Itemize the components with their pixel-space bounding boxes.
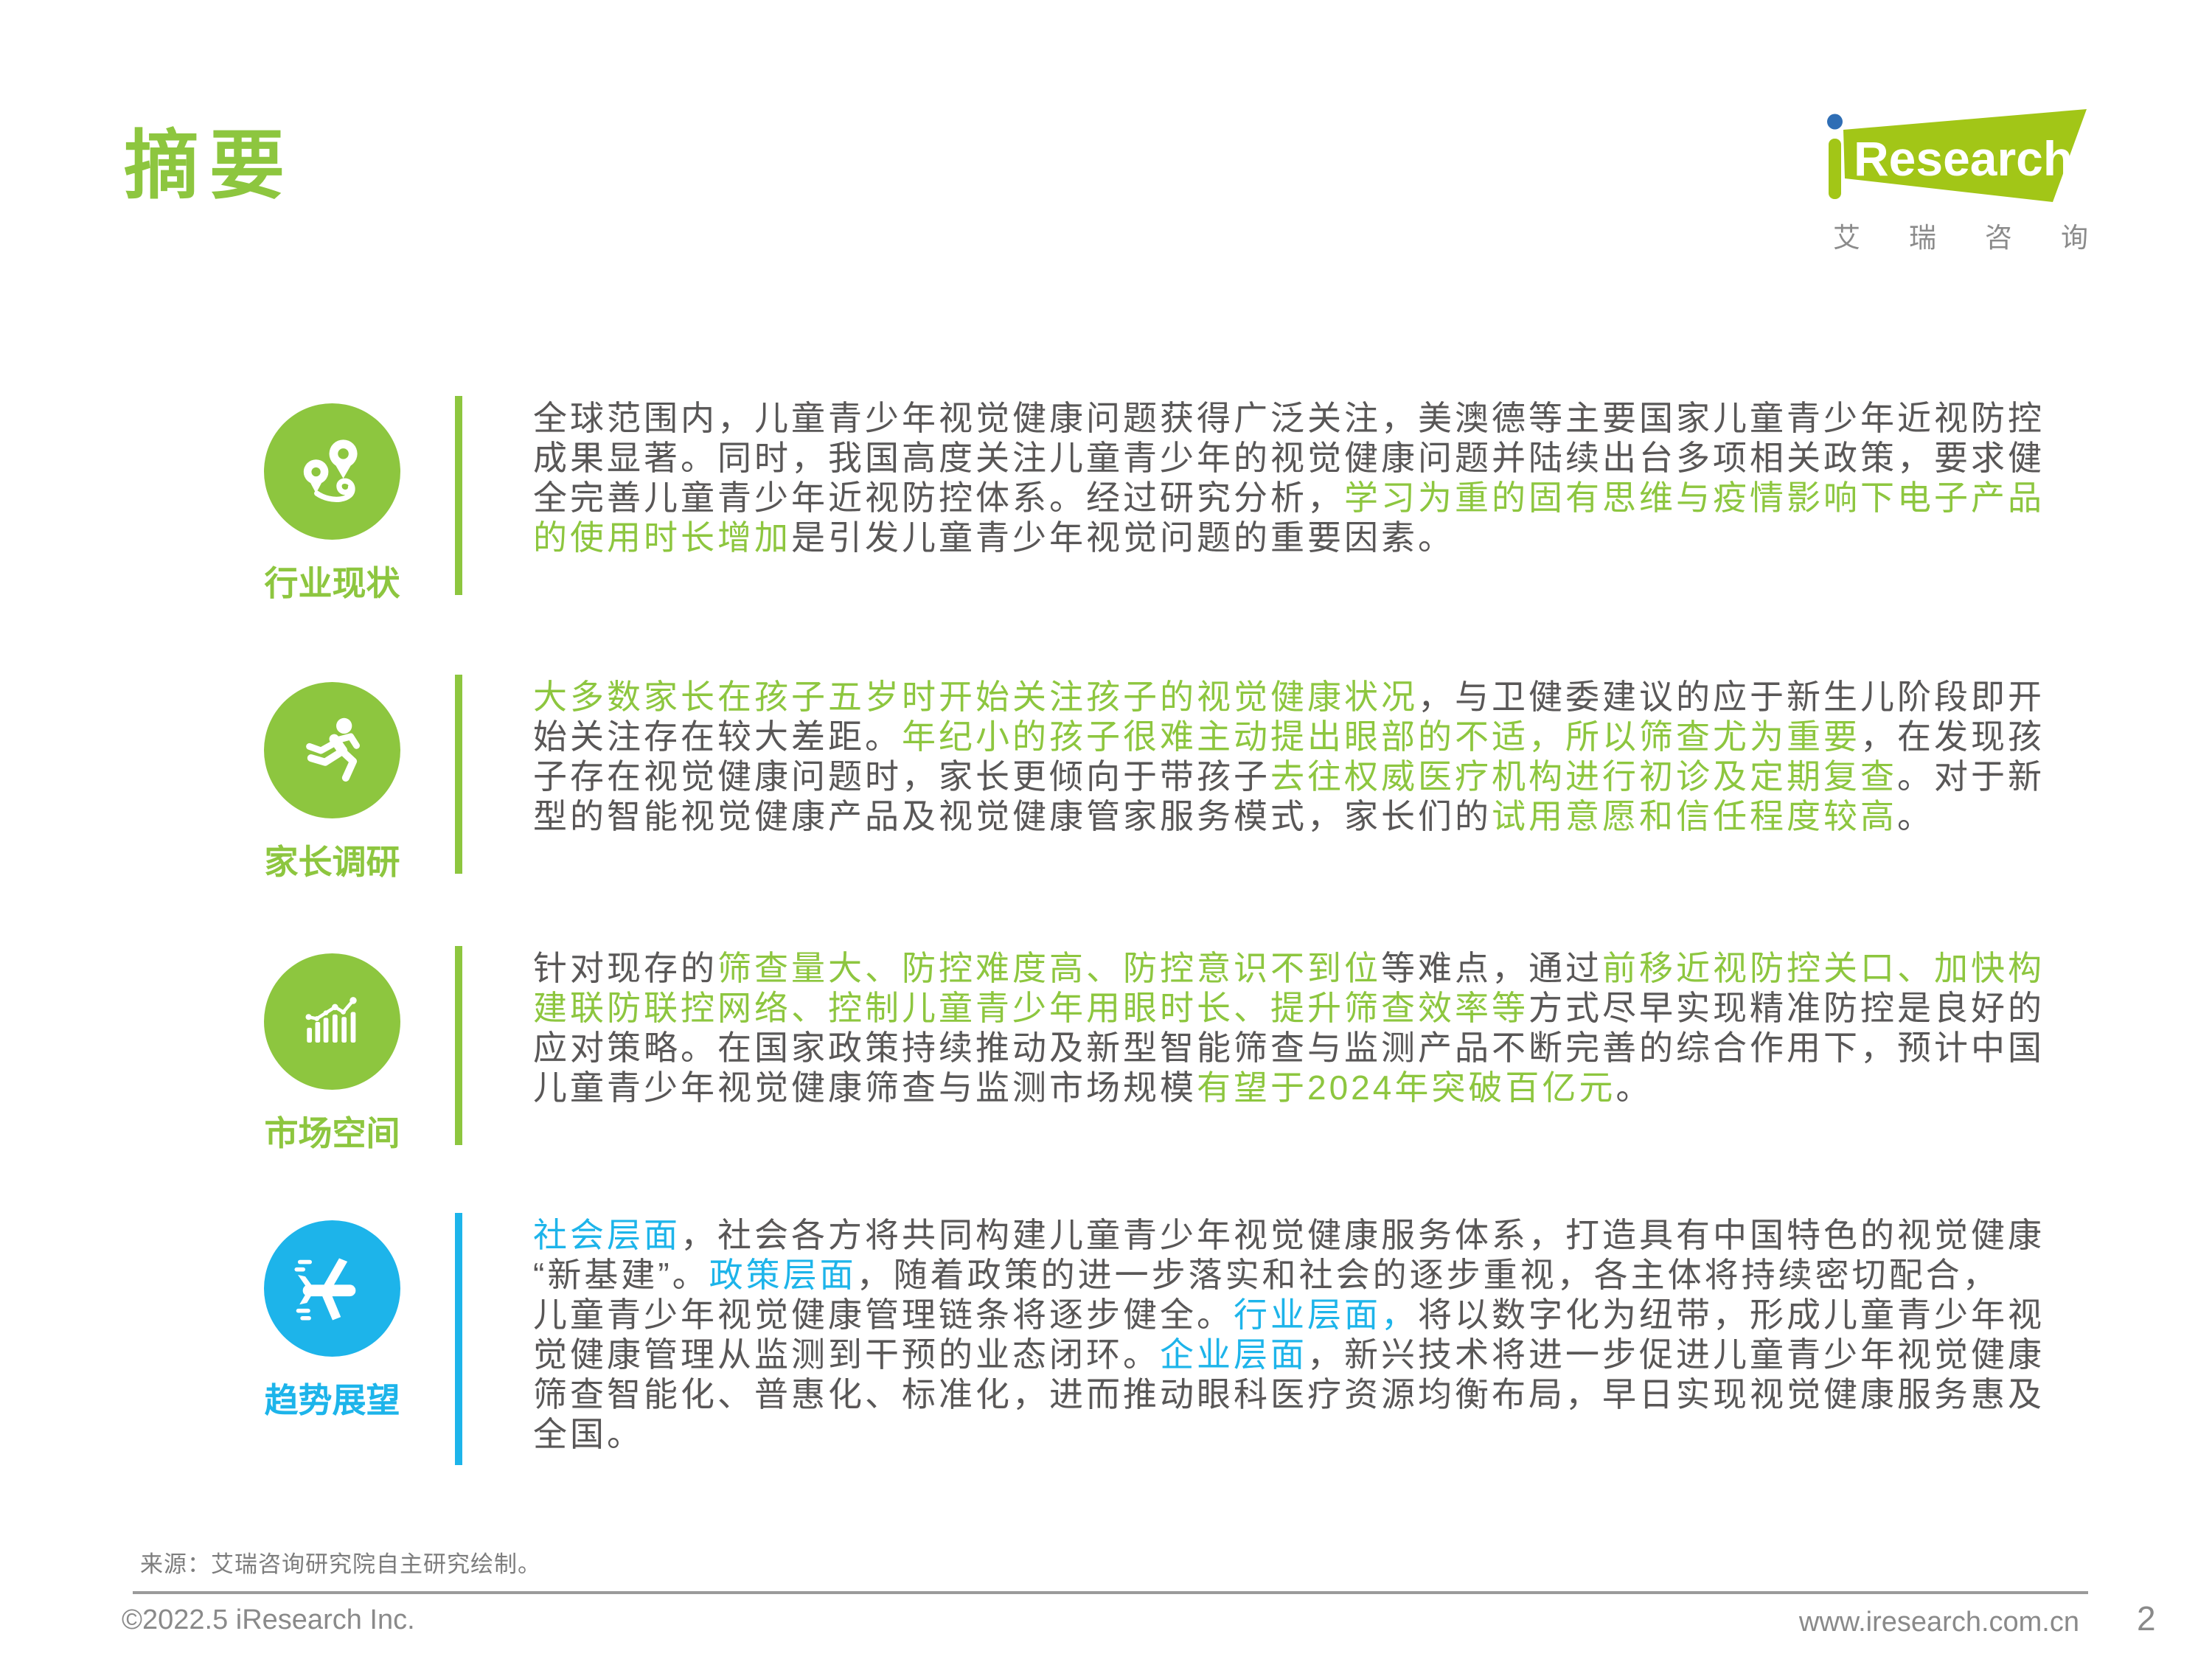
iresearch-logo: Research 艾 瑞 咨 询 — [1827, 109, 2107, 255]
section-label: 趋势展望 — [264, 1381, 400, 1419]
highlighted-text: 大多数家长在孩子五岁时开始关注孩子的视觉健康状况 — [533, 678, 1418, 716]
page-title: 摘要 — [124, 124, 295, 208]
page-number: 2 — [2137, 1599, 2156, 1638]
section-paragraph: 大多数家长在孩子五岁时开始关注孩子的视觉健康状况，与卫健委建议的应于新生儿阶段即… — [533, 677, 2096, 836]
highlighted-text: 企业层面 — [1160, 1335, 1307, 1374]
section-label: 行业现状 — [264, 564, 400, 602]
highlighted-text: 前移近视防控关口、加快构 建联防联控网络、控制儿童青少年用眼时长、提升筛查效率等 — [533, 949, 2045, 1027]
highlighted-text: 试用意愿和信任程度较高 — [1492, 797, 1897, 835]
body-text: 方式尽早实现精准防控是良好的 应对策略。在国家政策持续推动及新型智能筛查与监测产… — [533, 989, 2045, 1107]
section-divider-bar — [455, 946, 462, 1145]
body-text: 。 — [1615, 1068, 1653, 1107]
section-label: 家长调研 — [264, 843, 400, 881]
runner-icon — [264, 682, 400, 818]
highlighted-text: 政策层面 — [709, 1256, 857, 1294]
highlighted-text: 行业层面， — [1234, 1295, 1418, 1334]
section-trend-outlook: 趋势展望 社会层面，社会各方将共同构建儿童青少年视觉健康服务体系，打造具有中国特… — [0, 1213, 2212, 1523]
section-parent-survey: 家长调研 大多数家长在孩子五岁时开始关注孩子的视觉健康状况，与卫健委建议的应于新… — [0, 675, 2212, 955]
body-text: 。 — [1897, 797, 1934, 835]
bar-chart-icon — [264, 953, 400, 1090]
body-text: ，随着政策的进一步落实和社会的逐步重视，各主体将持续密切配合， 儿童青少年视觉健… — [533, 1256, 2000, 1334]
footer-divider — [133, 1591, 2088, 1594]
body-text: ，与卫健委建议的应于新生儿阶段即开 始关注存在较大差距。 — [533, 678, 2045, 756]
body-text: 等难点，通过 — [1381, 949, 1602, 987]
iresearch-logo-icon: Research — [1827, 109, 2087, 202]
section-label: 市场空间 — [264, 1114, 400, 1152]
body-text: 针对现存的 — [533, 949, 717, 987]
airplane-icon — [264, 1220, 400, 1357]
highlighted-text: 筛查量大、防控难度高、防控意识不到位 — [717, 949, 1381, 987]
logo-wordmark: Research — [1854, 131, 2073, 186]
source-note: 来源：艾瑞咨询研究院自主研究绘制。 — [140, 1551, 541, 1577]
section-paragraph: 社会层面，社会各方将共同构建儿童青少年视觉健康服务体系，打造具有中国特色的视觉健… — [533, 1215, 2096, 1454]
body-text: 是引发儿童青少年视觉问题的重要因素。 — [791, 518, 1455, 557]
body-text: ，在发现孩 子存在视觉健康问题时，家长更倾向于带孩子 — [533, 717, 2045, 796]
highlighted-text: 学习为重的固有思维与疫情影响下电子产品 的使用时长增加 — [533, 479, 2045, 557]
section-paragraph: 全球范围内，儿童青少年视觉健康问题获得广泛关注，美澳德等主要国家儿童青少年近视防… — [533, 398, 2096, 557]
section-industry-status: 行业现状 全球范围内，儿童青少年视觉健康问题获得广泛关注，美澳德等主要国家儿童青… — [0, 396, 2212, 676]
body-text: ，社会各方将共同构建儿童青少年视觉健康服务体系，打造具有中国特色的视觉健康 “新… — [533, 1216, 2045, 1294]
logo-subtext: 艾 瑞 咨 询 — [1833, 223, 2088, 253]
section-divider-bar — [455, 396, 462, 595]
section-paragraph: 针对现存的筛查量大、防控难度高、防控意识不到位等难点，通过前移近视防控关口、加快… — [533, 948, 2096, 1107]
section-divider-bar — [455, 1213, 462, 1465]
highlighted-text: 去往权威医疗机构进行初诊及定期复查 — [1270, 757, 1897, 796]
highlighted-text: 年纪小的孩子很难主动提出眼部的不适，所以筛查尤为重要 — [902, 717, 1860, 756]
body-text: 将以数字化为纽带，形成儿童青少年视 觉健康管理从监测到干预的业态闭环。 — [533, 1295, 2045, 1374]
body-text: 全球范围内，儿童青少年视觉健康问题获得广泛关注，美澳德等主要国家儿童青少年近视防… — [533, 399, 2045, 517]
route-pins-icon — [264, 403, 400, 540]
section-market-size: 市场空间 针对现存的筛查量大、防控难度高、防控意识不到位等难点，通过前移近视防控… — [0, 946, 2212, 1226]
logo-dot-icon — [1827, 114, 1843, 130]
highlighted-text: 有望于2024年突破百亿元 — [1197, 1068, 1616, 1107]
highlighted-text: 社会层面 — [533, 1216, 681, 1254]
body-text: 。对于新 型的智能视觉健康产品及视觉健康管家服务模式，家长们的 — [533, 757, 2045, 835]
section-divider-bar — [455, 675, 462, 874]
footer-copyright: ©2022.5 iResearch Inc. — [122, 1604, 415, 1635]
footer-website-link[interactable]: www.iresearch.com.cn — [1798, 1607, 2079, 1638]
body-text: ，新兴技术将进一步促进儿童青少年视觉健康 筛查智能化、普惠化、标准化，进而推动眼… — [533, 1335, 2045, 1453]
